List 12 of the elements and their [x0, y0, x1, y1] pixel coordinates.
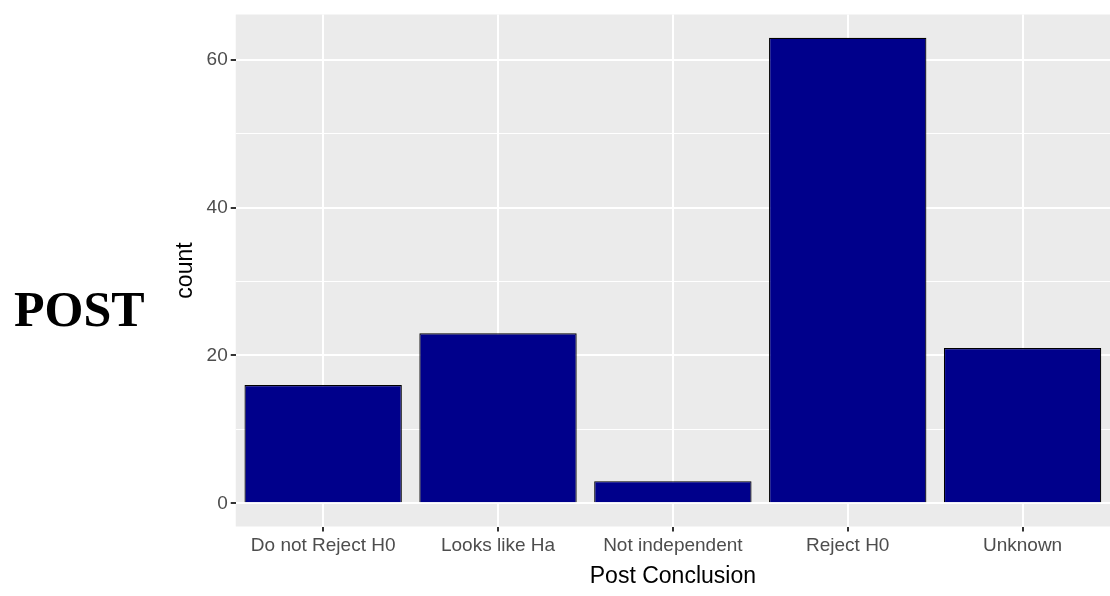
x-tick-label: Not independent [603, 534, 744, 556]
x-tick-label: Do not Reject H0 [250, 534, 396, 556]
x-tick-label: Looks like Ha [440, 534, 556, 556]
y-tick-label: 60 [206, 48, 228, 70]
y-tick-label: 0 [217, 491, 228, 513]
y-tick-label: 40 [206, 195, 228, 217]
x-axis-title: Post Conclusion [589, 561, 756, 588]
x-tick-label: Reject H0 [806, 534, 890, 556]
text: POST [14, 280, 145, 338]
x-tick-label: Unknown [982, 534, 1063, 556]
y-axis-title: count [171, 241, 198, 299]
y-tick-label: 20 [206, 343, 228, 365]
